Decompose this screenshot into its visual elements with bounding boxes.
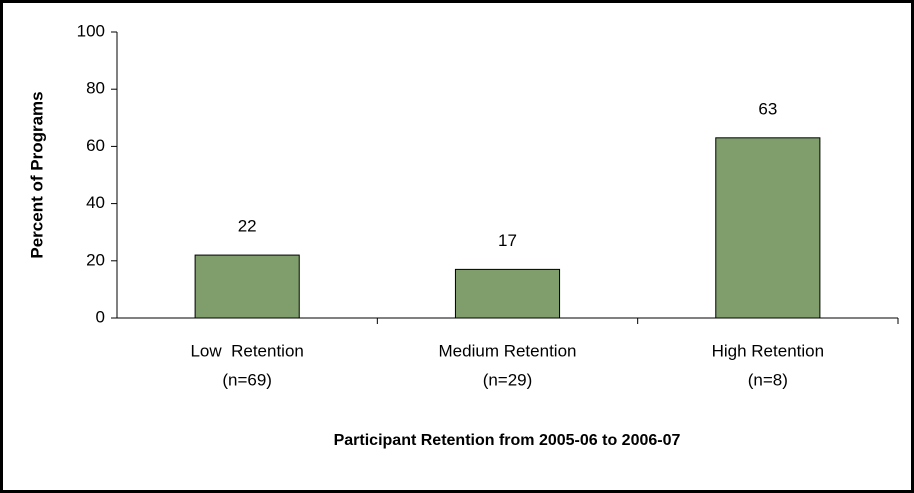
data-label: 17	[498, 231, 517, 250]
y-tick-label: 40	[86, 193, 105, 212]
y-tick-label: 100	[77, 21, 105, 40]
y-tick-label: 60	[86, 136, 105, 155]
y-tick-label: 80	[86, 79, 105, 98]
y-tick-label: 0	[96, 307, 105, 326]
bar	[194, 254, 300, 319]
x-tick-label: (n=29)	[483, 370, 533, 389]
x-tick-label: (n=8)	[748, 370, 788, 389]
x-axis-label: Participant Retention from 2005-06 to 20…	[334, 432, 681, 449]
data-label: 63	[758, 99, 777, 118]
data-label: 22	[238, 217, 257, 236]
x-tick-label: Medium Retention	[439, 341, 577, 360]
y-tick-label: 20	[86, 250, 105, 269]
x-tick-label: High Retention	[712, 341, 824, 360]
x-tick-label: Low Retention	[190, 341, 303, 360]
x-tick-label: (n=69)	[222, 370, 272, 389]
bar	[454, 268, 561, 319]
y-axis-label: Percent of Programs	[27, 91, 46, 258]
bar	[715, 137, 821, 319]
